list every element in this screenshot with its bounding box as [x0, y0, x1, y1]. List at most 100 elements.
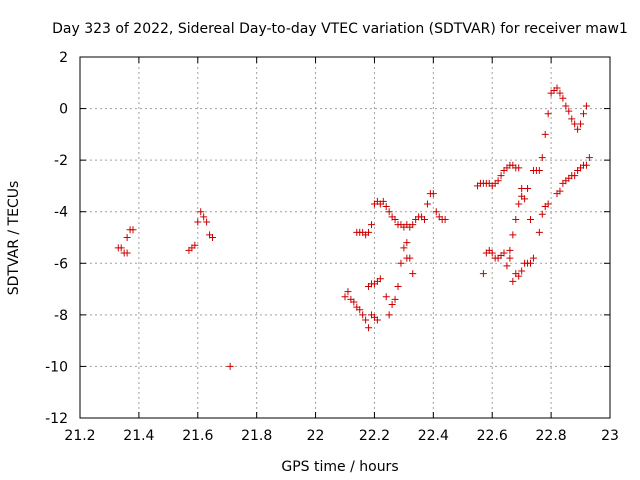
data-point [432, 208, 440, 216]
data-point [373, 316, 381, 324]
data-point [203, 218, 211, 226]
data-point [580, 110, 587, 118]
y-tick-label: 2 [59, 50, 68, 66]
data-point [568, 115, 576, 123]
data-point [556, 187, 564, 195]
data-point [376, 275, 384, 283]
data-point [423, 200, 431, 208]
data-point [356, 306, 364, 314]
data-point [394, 282, 402, 290]
x-tick-label: 21.4 [123, 428, 154, 444]
data-point [524, 185, 532, 193]
data-point [403, 239, 411, 247]
data-point [409, 270, 417, 278]
data-point [123, 249, 131, 257]
data-point [194, 218, 202, 226]
data-point [582, 161, 590, 169]
data-point [538, 210, 546, 218]
data-point [488, 249, 496, 257]
data-point [365, 324, 373, 332]
y-tick-label: -12 [45, 411, 68, 427]
data-point [500, 249, 508, 257]
data-point [553, 84, 561, 92]
data-point [515, 164, 523, 172]
data-point [209, 234, 216, 241]
data-point [197, 208, 205, 216]
data-point [362, 316, 370, 324]
data-point [391, 295, 399, 303]
data-point [515, 200, 523, 208]
data-point [350, 298, 358, 306]
chart-title: Day 323 of 2022, Sidereal Day-to-day VTE… [52, 21, 628, 37]
data-point [344, 288, 352, 296]
data-point [429, 190, 437, 198]
data-point [191, 241, 199, 249]
data-point [571, 172, 579, 180]
data-point [129, 226, 137, 234]
data-point [544, 200, 552, 208]
data-point [409, 221, 417, 229]
x-tick-label: 22.8 [536, 428, 567, 444]
ticks: 21.2 21.4 21.6 21.8 22 22.2 22.4 22.6 22.8 23 2 0 -2… [45, 50, 619, 444]
data-point [574, 125, 582, 133]
data-point [365, 228, 373, 236]
data-point [385, 311, 393, 319]
data-point [512, 215, 520, 223]
data-point [559, 94, 567, 102]
y-tick-label: -6 [54, 256, 68, 272]
data-point [577, 120, 585, 128]
y-tick-label: -2 [54, 153, 68, 169]
data-point [388, 301, 396, 309]
data-point [382, 203, 390, 211]
y-tick-label: 0 [59, 102, 68, 118]
data-point [421, 215, 428, 223]
data-point [541, 130, 549, 138]
x-tick-label: 21.2 [64, 428, 95, 444]
data-point [518, 185, 526, 193]
data-point [509, 231, 517, 239]
data-point [400, 244, 408, 252]
x-tick-label: 22 [307, 428, 325, 444]
y-tick-label: -8 [54, 308, 68, 324]
data-point [226, 362, 234, 370]
x-axis-label: GPS time / hours [281, 459, 398, 475]
data-point [503, 262, 511, 270]
data-point [556, 89, 564, 97]
grid [80, 57, 610, 418]
y-tick-label: -10 [45, 359, 68, 375]
y-tick-label: -4 [54, 205, 68, 221]
data-point [441, 215, 449, 223]
data-point [562, 102, 570, 110]
data-point [479, 270, 487, 278]
data-point [527, 259, 534, 267]
data-point [582, 102, 590, 110]
x-tick-label: 21.8 [241, 428, 272, 444]
data-point [494, 177, 502, 185]
data-point [406, 254, 414, 262]
data-point [529, 254, 537, 262]
y-axis-label: SDTVAR / TECUs [6, 181, 22, 296]
data-point [509, 277, 517, 285]
data-point [359, 311, 367, 319]
x-tick-label: 22.6 [477, 428, 508, 444]
data-point [200, 213, 208, 221]
data-point [571, 120, 579, 128]
data-point [527, 215, 534, 223]
data-point [506, 254, 514, 262]
data-point [391, 215, 399, 223]
x-tick-label: 22.4 [418, 428, 449, 444]
data-point [521, 195, 529, 203]
data-point [385, 208, 393, 216]
x-tick-label: 21.6 [182, 428, 213, 444]
data-point [117, 244, 125, 252]
data-point [518, 267, 526, 275]
data-point [123, 234, 131, 241]
data-point [585, 154, 593, 162]
data-point [535, 228, 543, 236]
data-point [497, 172, 505, 180]
x-tick-label: 23 [601, 428, 619, 444]
x-tick-label: 22.2 [359, 428, 390, 444]
data-points [114, 84, 593, 370]
